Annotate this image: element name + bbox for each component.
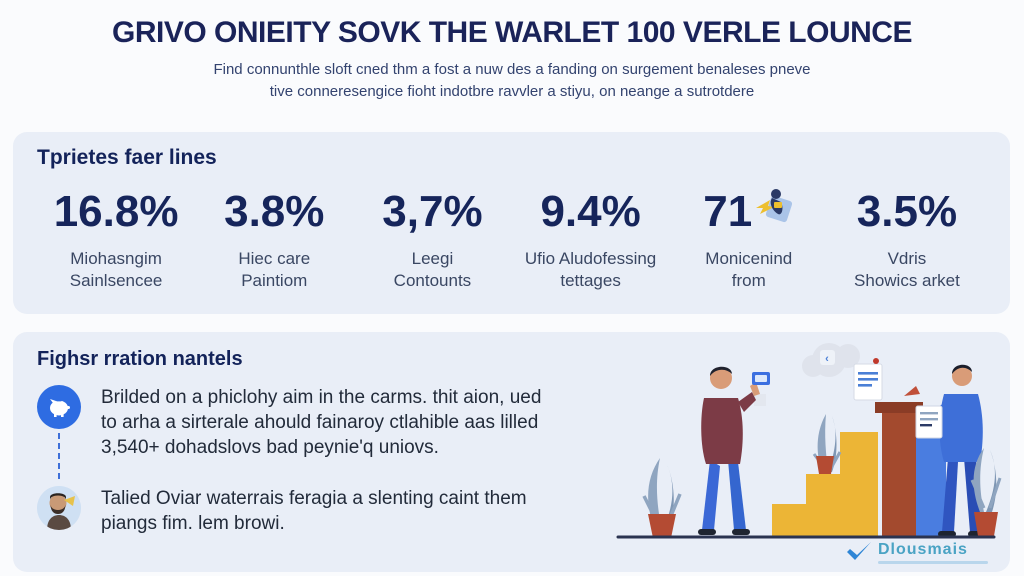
checkmark-icon [847, 542, 871, 560]
stats-heading: Tprietes faer lines [37, 146, 217, 169]
potted-plant-right [970, 448, 1002, 536]
stats-card: Tprietes faer lines 16.8% Miohasngim Sai… [13, 132, 1010, 314]
info-heading: Fighsr rration nantels [37, 348, 243, 370]
stat-value: 3.8% [224, 187, 325, 236]
potted-plant-middle [812, 414, 842, 474]
stat-value: 71 [703, 189, 794, 234]
stat-value: 3.5% [856, 187, 958, 236]
stat-label: Ufio Aludofessing tettages [524, 249, 657, 291]
stats-row: 16.8% Miohasngim Sainlsencee 3.8% Hiec c… [37, 189, 986, 292]
bullet-text: Talied Oviar waterrais feragia a slentin… [101, 488, 527, 535]
logo-text: Dlousmais [878, 540, 968, 558]
page-subtitle: Find connunthle sloft cned thm a fost a … [0, 59, 1024, 103]
stat-label: Hiec care Paintiom [238, 249, 311, 291]
list-item: Brilded on a phiclohy aim in the carms. … [37, 385, 597, 460]
growth-illustration: ‹ [616, 343, 1002, 539]
stat-label: Leegi Contounts [393, 249, 472, 291]
dashed-connector [58, 433, 60, 479]
subtitle-line-1: Find connunthle sloft cned thm a fost a … [213, 61, 811, 78]
stat-item: 71 Monicenind from [670, 189, 828, 292]
stat-value: 9.4% [540, 187, 641, 236]
stat-item: 3.5% Vdris Showics arket [828, 190, 986, 292]
potted-plant-left [642, 458, 682, 538]
info-body: Brilded on a phiclohy aim in the carms. … [37, 385, 986, 536]
brand-logo: Dlousmais [844, 540, 988, 564]
stat-value: 3,7% [382, 187, 483, 236]
avatar [37, 486, 81, 531]
figure-puzzle-icon [756, 189, 793, 223]
stat-label: Vdris Showics arket [854, 249, 960, 291]
stat-item: 3,7% Leegi Contounts [353, 190, 511, 292]
bullet-list: Brilded on a phiclohy aim in the carms. … [37, 385, 597, 536]
stat-item: 9.4% Ufio Aludofessing tettages [512, 190, 670, 292]
stat-value: 16.8% [53, 187, 179, 236]
logo-tagline [878, 560, 988, 564]
info-card: Fighsr rration nantels Brilded on a phic… [13, 332, 1010, 572]
list-item: Talied Oviar waterrais feragia a slentin… [37, 486, 597, 536]
piggy-bank-icon [37, 385, 81, 429]
bullet-text: Brilded on a phiclohy aim in the carms. … [101, 387, 542, 459]
subtitle-line-2: tive conneresengice fioht indotbre ravvl… [269, 82, 755, 100]
person-left [698, 366, 770, 535]
document-icon [853, 358, 883, 401]
blue-panel [916, 436, 946, 536]
header: GRIVO ONIEITY SOVK THE WARLET 100 VERLE … [0, 16, 1024, 103]
stat-item: 3.8% Hiec care Paintiom [195, 190, 353, 292]
cloud-shape: ‹ [802, 343, 860, 377]
stat-item: 16.8% Miohasngim Sainlsencee [37, 190, 195, 292]
podium [875, 386, 923, 536]
svg-text:‹: ‹ [825, 353, 829, 365]
bar-steps [772, 432, 878, 536]
stat-label: Monicenind from [705, 249, 793, 291]
stat-label: Miohasngim Sainlsencee [69, 249, 163, 291]
page-title: GRIVO ONIEITY SOVK THE WARLET 100 VERLE … [112, 16, 912, 49]
